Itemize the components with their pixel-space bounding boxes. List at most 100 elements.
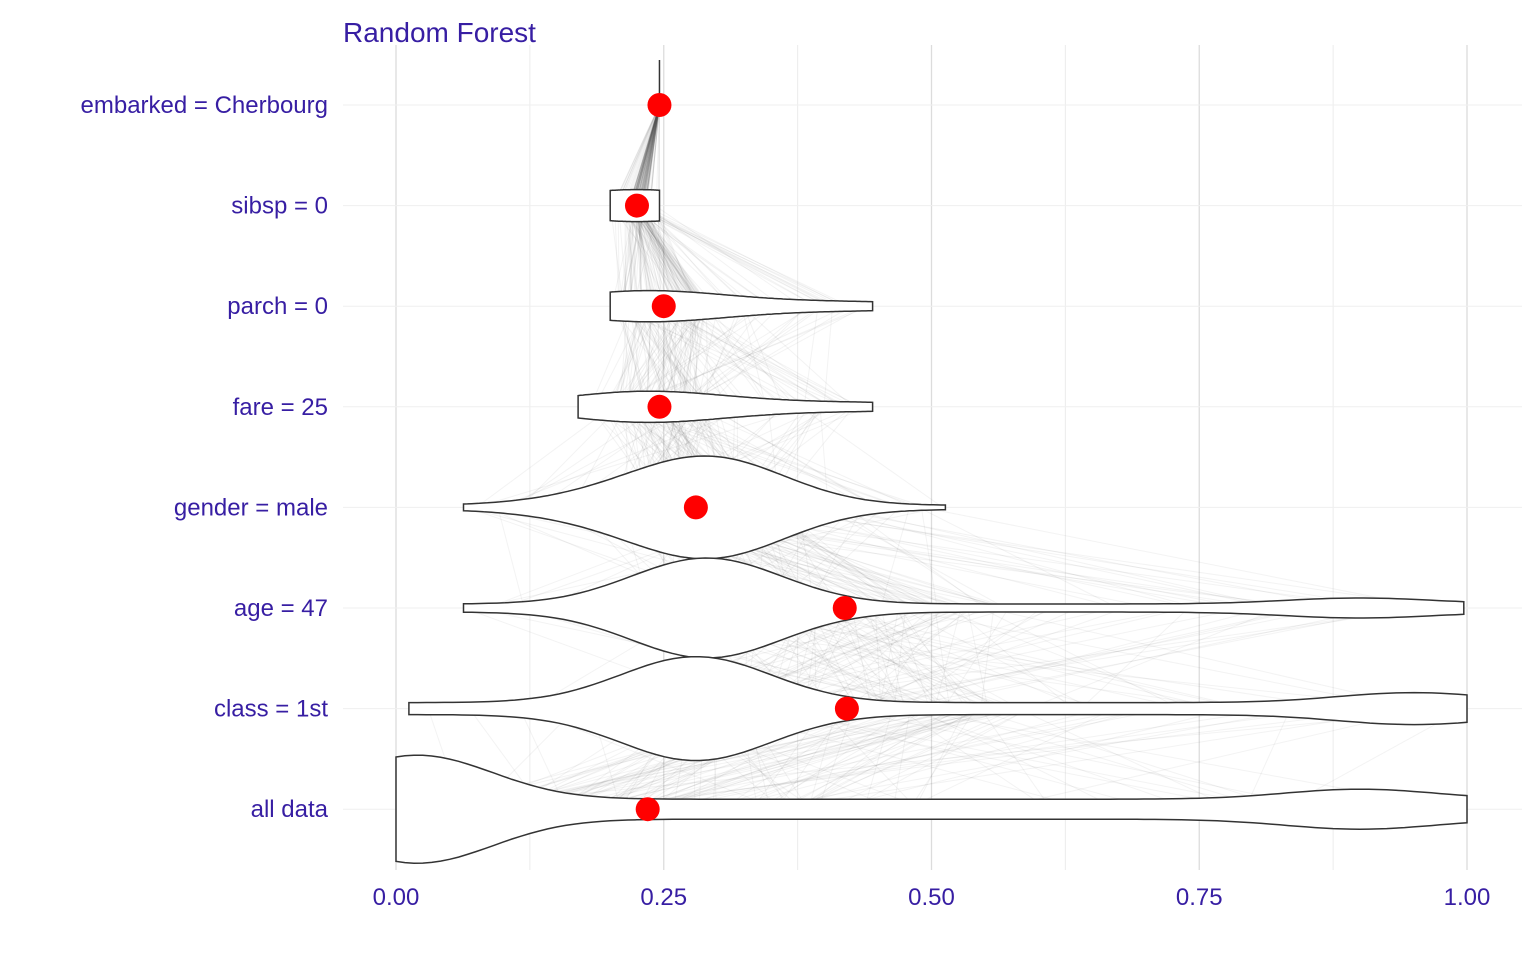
connection-line [597,708,895,810]
connection-line [624,305,691,408]
connection-line [649,104,660,206]
connection-line [643,205,692,307]
connection-line [634,104,660,206]
connection-line [893,607,907,709]
connection-line [676,306,704,407]
connection-line [755,708,1303,810]
connection-line [634,104,660,206]
y-tick-label: embarked = Cherbourg [81,92,328,119]
connection-line [635,205,696,307]
connection-line [663,306,689,407]
connection-line [842,607,1083,710]
connection-line [644,104,660,206]
connection-line [809,607,1003,710]
connection-line [632,205,702,307]
connection-line [657,205,662,307]
connection-line [625,305,866,408]
connection-line [640,205,749,307]
connection-line [618,205,635,307]
connection-line [640,205,642,307]
connection-line [636,205,841,307]
connection-line [633,205,688,307]
connection-line [632,104,660,206]
connection-line [610,305,690,408]
connection-line [657,305,846,408]
connection-line [639,104,660,206]
connection-line [908,708,977,810]
connection-line [626,306,651,407]
connection-line [953,607,1073,709]
connection-line [644,205,673,307]
connection-line [980,708,1052,810]
connection-line [652,305,823,408]
observation-point [683,495,708,520]
connection-line [638,104,660,206]
connection-line [694,306,698,407]
connection-line [634,205,653,307]
violin-class-1st [408,655,1468,762]
connection-line [640,104,660,206]
connection-line [536,406,684,508]
connection-line [632,104,660,206]
connection-line [643,305,697,408]
connection-line [660,306,701,407]
connection-line [635,104,660,206]
connection-line [630,205,709,307]
connection-line [652,205,699,307]
connection-line [631,205,638,307]
connection-line [646,205,782,307]
y-tick-label: all data [251,796,329,823]
connection-line [911,607,1381,710]
connection-line [630,104,660,206]
connection-line [620,205,639,307]
connection-line [707,305,769,408]
connection-line [660,306,695,407]
connection-line [754,607,1245,710]
connection-line [655,104,660,206]
connection-line [899,607,1092,710]
connection-line [629,205,634,307]
connection-line [689,306,707,407]
connection-line [639,104,660,206]
connection-line [634,305,847,408]
connection-line [822,506,1199,609]
connection-line [657,306,660,407]
connection-line [628,104,660,206]
connection-line [664,406,884,508]
connection-line [653,305,862,408]
connection-line [649,104,660,206]
connection-line [644,104,660,206]
connection-line [640,104,660,206]
connection-line [631,104,660,206]
connection-line [631,104,660,206]
connection-line [823,306,834,407]
connection-line [619,104,660,206]
connection-line [648,305,813,408]
x-tick-label: 0.25 [640,884,687,911]
connection-line [686,305,809,408]
connection-line [639,205,688,307]
connection-line [700,306,740,407]
connection-line [696,305,842,408]
connection-line [634,104,660,206]
connection-line [681,305,781,408]
connection-line [1017,708,1235,810]
connection-line [629,104,660,206]
connection-line [640,104,660,206]
connection-line [689,406,913,508]
connection-line [865,607,995,709]
connection-line [642,104,660,206]
connection-line [880,507,910,609]
connection-line [644,104,660,206]
connection-line [631,104,660,206]
connection-line [658,708,916,810]
connection-line [762,506,1393,609]
connection-line [623,305,710,408]
connection-line [513,607,930,710]
connection-line [636,305,701,408]
observation-point [834,696,859,721]
connection-line [639,305,685,408]
connection-line [691,305,769,408]
connection-line [853,607,976,709]
